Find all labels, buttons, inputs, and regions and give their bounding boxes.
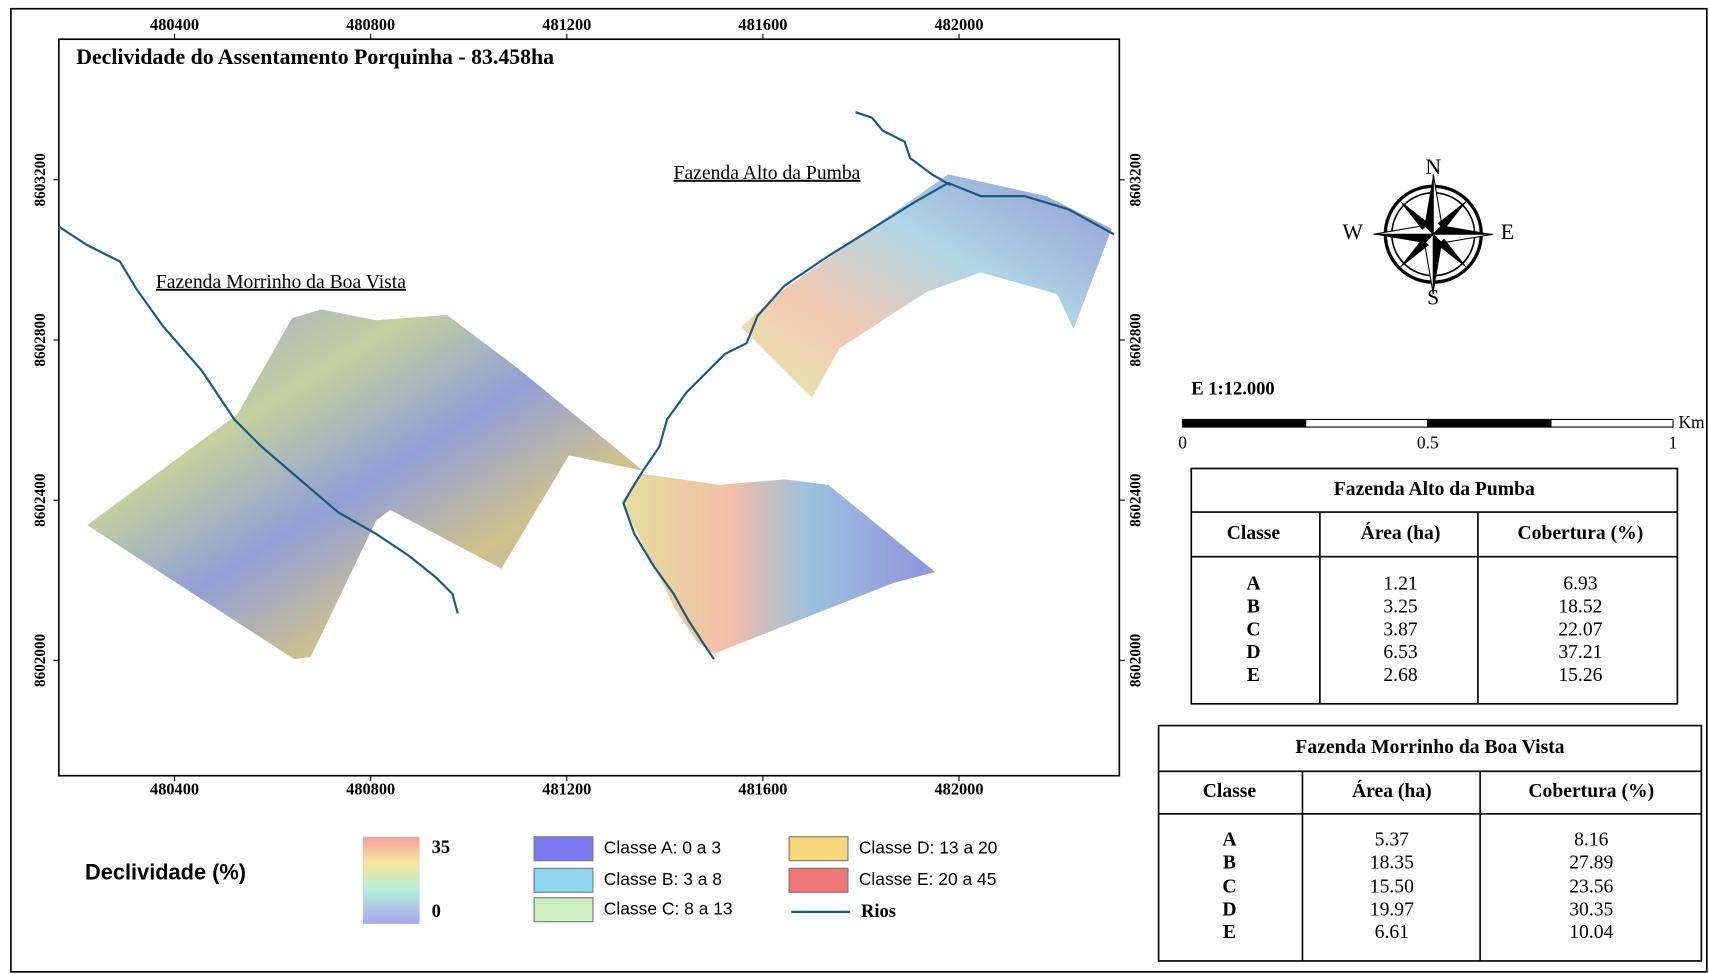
table-cell: E: [1223, 922, 1236, 943]
legend-swatch: [789, 868, 848, 892]
legend-label: Rios: [861, 901, 896, 922]
legend-ramp: [363, 837, 420, 924]
legend-swatch: [789, 837, 848, 861]
table-cell: B: [1247, 596, 1260, 617]
table-cell: 3.25: [1383, 596, 1418, 617]
y-tick-label: 8603200: [32, 153, 49, 207]
scale-label: 0: [1178, 433, 1187, 453]
table-cell: 15.50: [1370, 876, 1414, 897]
y-tick-label: 8603200: [1127, 153, 1144, 207]
table-cell: 8.16: [1574, 830, 1609, 851]
table-cell: 1.21: [1383, 574, 1417, 595]
table-cell: D: [1246, 642, 1260, 663]
farm-label: Fazenda Alto da Pumba: [674, 163, 861, 184]
table-border: [1191, 468, 1677, 703]
table-title: Fazenda Morrinho da Boa Vista: [1295, 737, 1564, 758]
table-cell: 15.26: [1558, 665, 1602, 686]
compass-label: W: [1342, 220, 1363, 244]
table-cell: D: [1222, 899, 1236, 920]
page: 480400 480400 480800 480800 481200 481200 4816…: [0, 0, 1709, 974]
table-cell: 18.35: [1370, 852, 1414, 873]
map-frame: [59, 39, 1119, 775]
compass-rose: N S W E: [1342, 155, 1514, 310]
table-cell: A: [1222, 830, 1237, 851]
table-cell: 5.37: [1375, 830, 1410, 851]
table-cell: 27.89: [1569, 852, 1613, 873]
legend-swatch: [534, 837, 593, 861]
table-cell: C: [1246, 619, 1260, 640]
compass-label: E: [1501, 220, 1514, 244]
table-cell: 6.53: [1383, 642, 1418, 663]
legend-label: Classe E: 20 a 45: [859, 869, 997, 889]
legend-label: Classe D: 13 a 20: [859, 837, 998, 857]
x-tick-label: 480800: [346, 780, 395, 799]
y-tick-label: 8602000: [1127, 633, 1144, 687]
table-cell: 6.93: [1563, 574, 1598, 595]
table-header: Classe: [1203, 781, 1257, 802]
legend: Classe A: 0 a 3 Classe B: 3 a 8 Classe C: …: [534, 837, 998, 923]
x-tick-label: 480400: [150, 15, 199, 34]
legend-label: Classe C: 8 a 13: [604, 898, 733, 918]
table-cell: 18.52: [1558, 596, 1602, 617]
table-cell: 2.68: [1383, 665, 1418, 686]
scale-label: 1: [1669, 433, 1678, 453]
legend-title: Declividade (%): [85, 860, 246, 885]
table-header: Cobertura (%): [1528, 781, 1654, 802]
y-tick-label: 8602800: [1127, 313, 1144, 367]
tables: Fazenda Alto da Pumba Classe Área (ha) Cobe…: [1159, 468, 1702, 960]
table-cell: E: [1247, 665, 1260, 686]
table-header: Área (ha): [1352, 780, 1432, 802]
table-cell: 3.87: [1383, 619, 1418, 640]
y-tick-label: 8602000: [32, 633, 49, 687]
table-border: [1159, 726, 1702, 961]
y-tick-label: 8602400: [32, 473, 49, 527]
table-title: Fazenda Alto da Pumba: [1334, 479, 1535, 500]
table-cell: A: [1246, 574, 1261, 595]
x-tick-label: 481600: [738, 780, 787, 799]
table-cell: 37.21: [1558, 642, 1602, 663]
x-tick-label: 480800: [346, 15, 395, 34]
table-cell: C: [1222, 876, 1236, 897]
table-cell: 23.56: [1569, 876, 1613, 897]
table-cell: 19.97: [1370, 899, 1414, 920]
y-tick-label: 8602800: [32, 313, 49, 367]
legend-swatch: [534, 868, 593, 892]
x-tick-label: 481600: [738, 15, 787, 34]
table-cell: 30.35: [1569, 899, 1613, 920]
x-tick-label: 482000: [935, 780, 984, 799]
legend-label: Classe B: 3 a 8: [604, 869, 722, 889]
x-tick-label: 481200: [542, 15, 591, 34]
ramp-label: 35: [432, 837, 451, 858]
compass-label: N: [1425, 155, 1441, 179]
scale-unit: Km: [1678, 412, 1705, 432]
map-layout: 480400 480400 480800 480800 481200 481200 4816…: [0, 0, 1709, 974]
table-cell: 22.07: [1558, 619, 1602, 640]
compass-label: S: [1427, 286, 1439, 310]
scale-ratio: E 1:12.000: [1191, 378, 1274, 399]
legend-swatch: [534, 898, 593, 922]
table-cell: 6.61: [1375, 922, 1409, 943]
table-header: Área (ha): [1361, 522, 1441, 544]
table-cell: B: [1223, 852, 1236, 873]
scale-bar: [1183, 419, 1673, 427]
map-title: Declividade do Assentamento Porquinha - …: [76, 45, 554, 69]
farm-label: Fazenda Morrinho da Boa Vista: [156, 272, 406, 293]
table-header: Classe: [1227, 523, 1281, 544]
ramp-label: 0: [432, 901, 441, 922]
scale-label: 0.5: [1417, 433, 1439, 453]
table-cell: 10.04: [1569, 922, 1613, 943]
x-tick-label: 480400: [150, 780, 199, 799]
legend-label: Classe A: 0 a 3: [604, 837, 721, 857]
x-tick-label: 481200: [542, 780, 591, 799]
y-tick-label: 8602400: [1127, 473, 1144, 527]
table-header: Cobertura (%): [1517, 523, 1643, 544]
x-tick-label: 482000: [935, 15, 984, 34]
